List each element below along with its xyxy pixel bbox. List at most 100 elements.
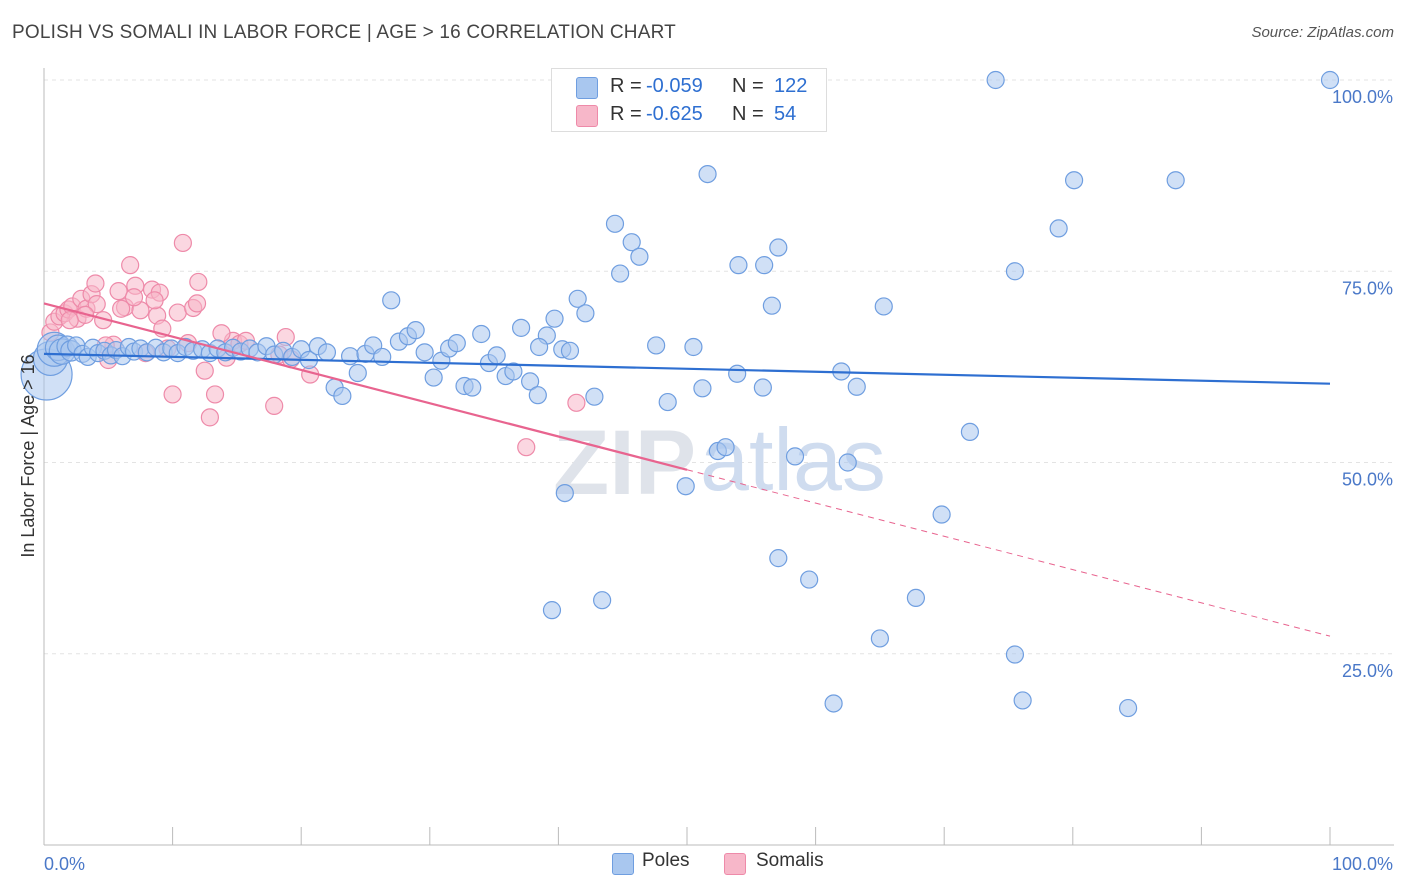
- poles-point: [870, 629, 890, 648]
- somalis-point: [205, 385, 225, 404]
- poles-point: [545, 309, 564, 328]
- somalis-point: [265, 396, 284, 415]
- poles-point: [521, 372, 540, 391]
- poles-point: [424, 368, 443, 387]
- n-value: 54: [774, 103, 797, 125]
- poles-point: [630, 247, 649, 266]
- poles-points: [20, 70, 1340, 718]
- poles-point: [415, 343, 434, 362]
- y-tick-label: 75.0%: [1342, 278, 1393, 298]
- chart-title: POLISH VS SOMALI IN LABOR FORCE | AGE > …: [12, 22, 676, 43]
- somalis-point: [168, 303, 187, 322]
- somalis-point: [145, 291, 164, 310]
- correlation-legend: R = -0.059 N = 122 R = -0.625 N = 54: [551, 68, 827, 132]
- somalis-point: [87, 295, 106, 314]
- somalis-point: [187, 294, 207, 313]
- somalis-point: [112, 299, 131, 318]
- poles-point: [447, 334, 466, 353]
- somalis-point: [517, 438, 536, 457]
- legend-row-poles: R = -0.059 N = 122: [552, 73, 826, 101]
- somalis-trendline: [43, 302, 688, 471]
- n-value: 122: [774, 75, 808, 97]
- poles-point: [906, 588, 926, 608]
- poles-point: [576, 304, 595, 323]
- poles-point: [487, 346, 506, 365]
- somalis-point: [200, 408, 219, 427]
- somalis-point: [189, 272, 208, 292]
- poles-point: [693, 379, 712, 398]
- somalis-swatch: [724, 853, 746, 875]
- poles-swatch: [576, 77, 598, 99]
- somalis-swatch: [576, 105, 598, 127]
- poles-swatch: [612, 853, 634, 875]
- poles-point: [605, 214, 625, 233]
- poles-point: [647, 336, 666, 355]
- n-label: N =: [732, 103, 764, 125]
- poles-point: [333, 386, 352, 406]
- poles-point: [611, 264, 630, 283]
- poles-point: [847, 377, 866, 396]
- poles-point: [932, 505, 951, 524]
- poles-point: [512, 318, 531, 337]
- x-tick-label-min: 0.0%: [44, 854, 85, 874]
- somalis-point: [86, 274, 105, 293]
- poles-point: [317, 343, 337, 362]
- r-label: R =: [610, 103, 642, 125]
- poles-point: [528, 386, 547, 405]
- r-value: -0.059: [646, 75, 703, 97]
- poles-point: [960, 422, 980, 441]
- watermark-zip: ZIP: [553, 412, 696, 514]
- poles-point: [698, 164, 717, 184]
- somalis-point: [109, 282, 128, 301]
- y-axis-label: In Labor Force | Age > 16: [18, 354, 38, 557]
- somalis-point: [567, 393, 586, 412]
- trendlines: [43, 302, 1331, 637]
- source-label: Source: ZipAtlas.com: [1251, 24, 1394, 41]
- poles-point: [1166, 171, 1185, 190]
- somalis-trendline-extension: [686, 469, 1331, 637]
- poles-point: [658, 392, 677, 412]
- n-label: N =: [732, 75, 764, 97]
- poles-point: [593, 591, 612, 610]
- y-tick-label: 100.0%: [1332, 87, 1393, 107]
- poles-point: [824, 694, 843, 713]
- poles-point: [1005, 262, 1025, 281]
- poles-point: [504, 362, 523, 381]
- somalis-point: [195, 361, 214, 380]
- poles-point: [1049, 219, 1068, 238]
- poles-point: [676, 477, 695, 496]
- y-tick-labels: 25.0% 50.0% 75.0% 100.0%: [1332, 87, 1393, 681]
- somalis-point: [124, 288, 144, 307]
- poles-point: [800, 570, 819, 589]
- poles-point: [382, 291, 401, 310]
- poles-point: [986, 70, 1005, 90]
- poles-point: [769, 549, 788, 568]
- poles-point: [585, 387, 604, 406]
- poles-point: [472, 324, 491, 344]
- poles-point: [716, 438, 735, 457]
- legend-row-somalis: R = -0.625 N = 54: [552, 101, 826, 129]
- poles-point: [542, 601, 562, 620]
- legend-label-poles: Poles: [642, 850, 690, 871]
- somalis-point: [212, 324, 231, 343]
- poles-point: [530, 337, 549, 357]
- somalis-point: [60, 311, 79, 330]
- poles-point: [568, 289, 587, 308]
- legend-label-somalis: Somalis: [756, 850, 824, 871]
- poles-point: [785, 447, 805, 466]
- poles-point: [838, 453, 857, 472]
- poles-point: [769, 238, 788, 257]
- poles-point: [622, 233, 641, 252]
- poles-point: [1064, 171, 1084, 190]
- poles-trendline: [43, 352, 1331, 385]
- y-tick-label: 50.0%: [1342, 470, 1393, 490]
- somalis-point: [121, 256, 140, 275]
- poles-point: [729, 256, 748, 275]
- poles-point: [463, 378, 482, 397]
- somalis-point: [173, 233, 192, 253]
- poles-point: [406, 321, 425, 340]
- poles-point: [348, 363, 367, 383]
- x-tick-label-max: 100.0%: [1332, 854, 1393, 874]
- poles-point: [1320, 70, 1340, 90]
